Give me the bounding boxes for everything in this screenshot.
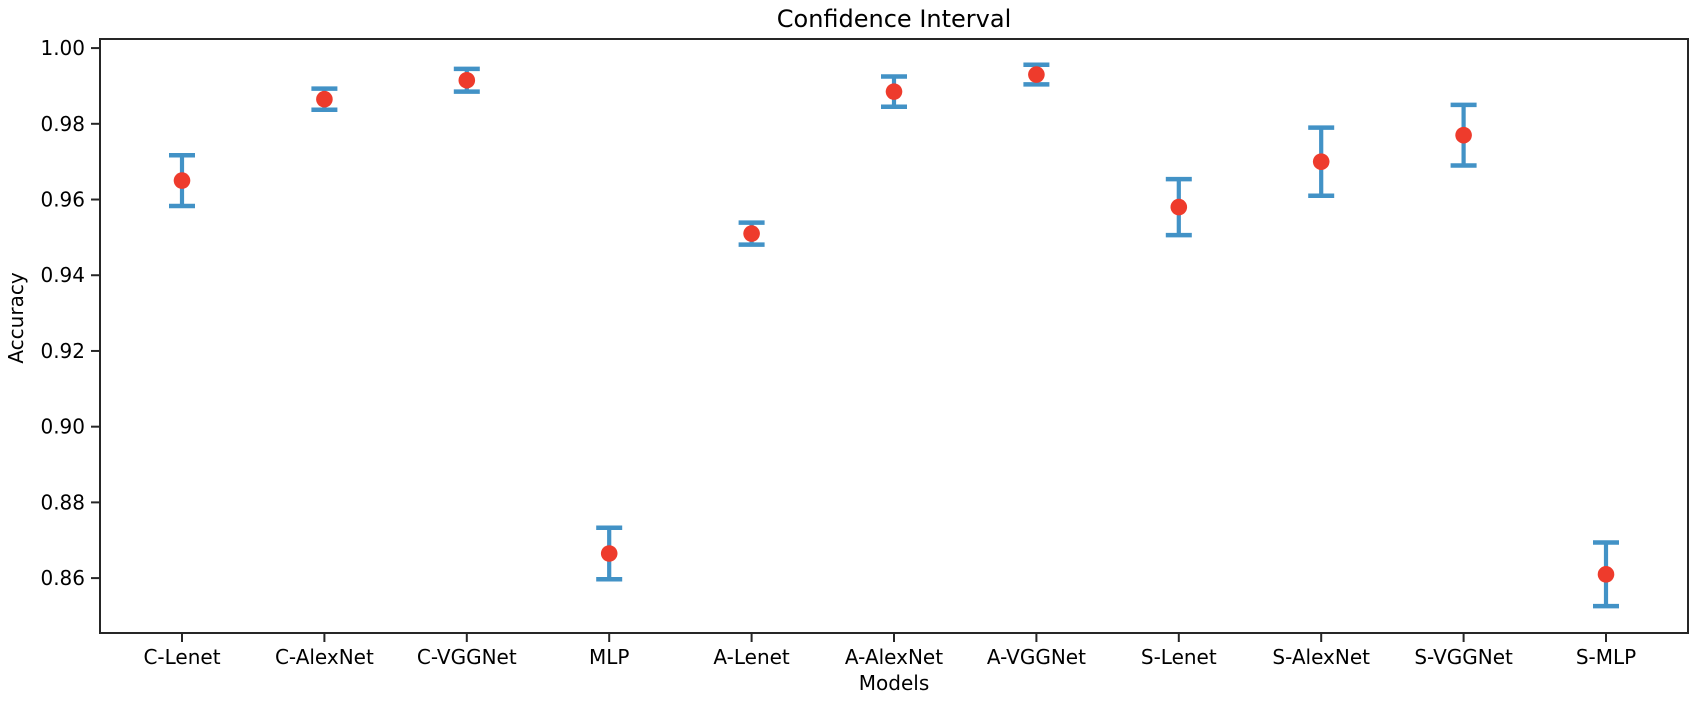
x-tick: A-VGGNet [987,633,1086,669]
x-tick: C-Lenet [143,633,221,669]
x-tick-label: MLP [589,645,629,669]
x-tick-label: S-MLP [1576,645,1636,669]
y-tick-label: 0.98 [40,112,85,136]
errorbar-a-lenet [738,220,765,247]
x-tick-label: C-Lenet [143,645,220,669]
y-tick: 0.98 [40,112,100,136]
marker-a-lenet [743,225,760,242]
y-tick: 1.00 [40,36,100,60]
x-tick-label: S-Lenet [1141,645,1217,669]
marker-c-lenet [173,172,191,189]
x-tick: C-AlexNet [275,633,374,669]
marker-a-alexnet [885,83,903,100]
y-tick-label: 0.86 [40,566,85,590]
marker-s-mlp [1597,566,1615,583]
y-tick: 0.88 [40,490,100,514]
y-tick: 0.86 [40,566,100,590]
y-tick: 0.96 [40,188,100,212]
errorbar-a-alexnet [881,74,907,110]
marker-s-alexnet [1312,153,1330,170]
x-tick-label: S-VGGNet [1414,645,1513,669]
errorbar-c-lenet [169,152,195,209]
errorbar-mlp [596,525,623,582]
errorbar-s-vggnet [1450,102,1477,168]
chart-title: Confidence Interval [777,5,1011,33]
x-tick-label: S-AlexNet [1272,645,1370,669]
y-tick-label: 0.90 [40,415,85,439]
x-tick: C-VGGNet [417,633,517,669]
axes-frame [99,38,1689,634]
errorbar-s-lenet [1165,176,1192,238]
x-tick: S-MLP [1576,633,1636,669]
x-tick-label: C-AlexNet [275,645,374,669]
y-axis-label: Accuracy [4,272,28,363]
y-tick-label: 0.94 [40,263,85,287]
x-tick: S-VGGNet [1414,633,1513,669]
errorbar-a-vggnet [1023,62,1050,87]
y-tick: 0.92 [40,339,100,363]
x-tick-label: A-Lenet [713,645,790,669]
errorbar-c-alexnet [311,86,338,113]
x-tick: S-AlexNet [1272,633,1370,669]
y-tick-label: 0.96 [40,188,85,212]
x-tick: S-Lenet [1141,633,1217,669]
errorbar-c-vggnet [453,66,480,94]
x-tick: A-Lenet [713,633,790,669]
marker-mlp [600,545,618,562]
x-tick-label: A-VGGNet [987,645,1086,669]
y-tick: 0.90 [40,415,100,439]
y-tick: 0.94 [40,263,100,287]
y-tick-label: 0.92 [40,339,85,363]
plot-area: 0.86 0.88 0.90 0.92 0.94 0.96 0.98 1.00 C-Lenet C… [40,36,1689,669]
marker-s-lenet [1170,198,1188,216]
y-tick-label: 0.88 [40,490,85,514]
marker-s-vggnet [1455,126,1472,144]
y-tick-label: 1.00 [40,36,85,60]
marker-c-vggnet [458,71,476,89]
errorbar-s-mlp [1593,540,1619,609]
errorbar-s-alexnet [1308,125,1335,198]
marker-a-vggnet [1028,66,1045,83]
x-tick: MLP [589,633,629,669]
x-tick-label: C-VGGNet [417,645,517,669]
x-axis-label: Models [859,671,929,695]
x-tick-label: A-AlexNet [845,645,943,669]
marker-c-alexnet [316,90,333,108]
x-tick: A-AlexNet [845,633,943,669]
